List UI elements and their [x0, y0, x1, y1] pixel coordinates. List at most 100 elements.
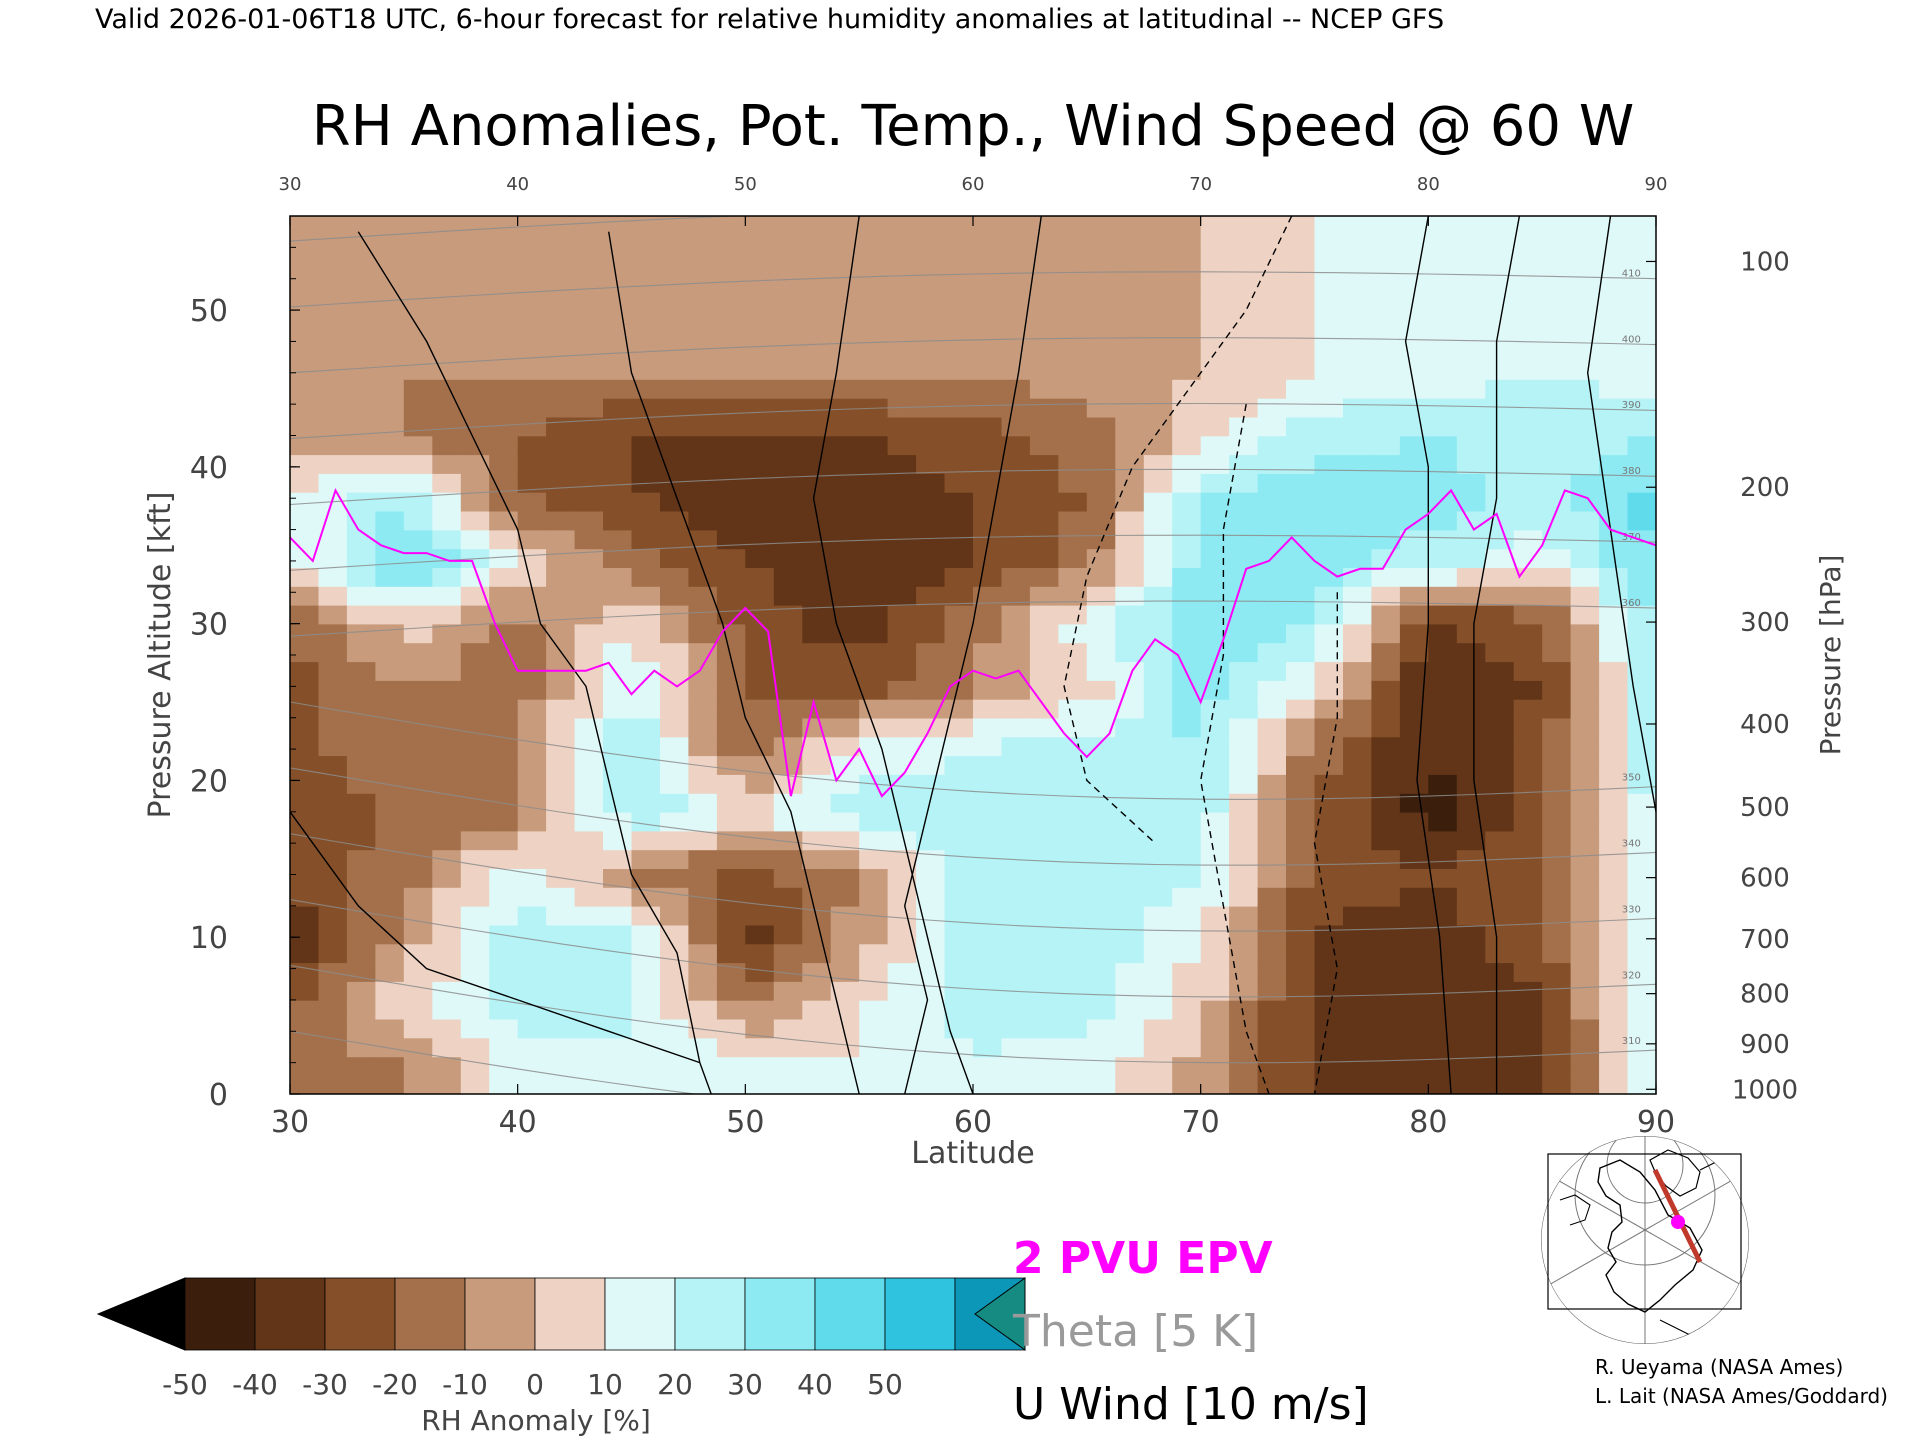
heatmap-cell [1172, 266, 1202, 286]
heatmap-cell [346, 1056, 377, 1076]
heatmap-cell [1143, 228, 1174, 249]
heatmap-cell [517, 717, 547, 738]
heatmap-cell [432, 454, 462, 474]
heatmap-cell [1371, 510, 1401, 531]
heatmap-cell [1086, 943, 1117, 964]
heatmap-cell [574, 247, 604, 267]
heatmap-cell [830, 811, 860, 832]
heatmap-cell [1058, 266, 1088, 286]
heatmap-cell [1314, 586, 1344, 606]
heatmap-cell [1029, 962, 1060, 982]
heatmap-cell [1542, 510, 1572, 531]
heatmap-cell [1200, 999, 1230, 1020]
heatmap-cell [887, 962, 917, 982]
heatmap-cell [660, 416, 690, 437]
heatmap-cell [403, 216, 434, 230]
heatmap-cell [517, 793, 547, 813]
heatmap-cell [546, 698, 576, 719]
heatmap-cell [887, 303, 917, 324]
heatmap-cell [773, 397, 804, 418]
heatmap-cell [1029, 868, 1060, 888]
heatmap-cell [489, 811, 519, 832]
heatmap-cell [859, 360, 889, 380]
heatmap-cell [802, 604, 832, 625]
heatmap-cell [1399, 887, 1430, 907]
heatmap-cell [1570, 680, 1600, 700]
heatmap-cell [1029, 510, 1060, 531]
heatmap-cell [1172, 1056, 1202, 1076]
heatmap-cell [773, 360, 804, 380]
heatmap-cell [603, 830, 633, 851]
heatmap-cell [574, 473, 604, 493]
heatmap-cell [1001, 1056, 1031, 1076]
heatmap-cell [773, 623, 804, 644]
heatmap-cell [1029, 981, 1060, 1001]
heatmap-cell [716, 216, 747, 230]
heatmap-cell [830, 1056, 860, 1076]
heatmap-cell [631, 774, 661, 794]
heatmap-cell [1115, 228, 1145, 249]
heatmap-cell [1286, 849, 1316, 869]
heatmap-cell [1570, 529, 1600, 550]
heatmap-cell [1058, 943, 1088, 964]
heatmap-cell [1229, 943, 1259, 964]
heatmap-cell [403, 774, 434, 794]
heatmap-cell [375, 642, 405, 663]
heatmap-cell [1399, 793, 1430, 813]
heatmap-cell [1001, 642, 1031, 663]
heatmap-cell [830, 905, 860, 926]
heatmap-cell [830, 849, 860, 869]
heatmap-cell [1399, 830, 1430, 851]
heatmap-cell [1314, 981, 1344, 1001]
theta-contour [290, 833, 1656, 932]
heatmap-cell [1627, 491, 1656, 512]
heatmap-cell [1570, 435, 1600, 456]
y-tick-label: 30 [190, 608, 228, 643]
heatmap-cell [1143, 887, 1174, 907]
heatmap-cell [1058, 717, 1088, 738]
heatmap-cell [1542, 454, 1572, 474]
heatmap-cell [1570, 379, 1600, 399]
heatmap-cell [1485, 1075, 1515, 1094]
heatmap-cell [375, 379, 405, 399]
heatmap-cell [1172, 981, 1202, 1001]
heatmap-cell [745, 473, 775, 493]
heatmap-cell [944, 216, 974, 230]
heatmap-cell [916, 680, 946, 700]
heatmap-cell [1001, 303, 1031, 324]
heatmap-cell [1513, 623, 1543, 644]
heatmap-cell [1627, 379, 1656, 399]
heatmap-cell [1172, 510, 1202, 531]
heatmap-cell [944, 285, 974, 305]
heatmap-cell [517, 943, 547, 964]
heatmap-cell [432, 680, 462, 700]
heatmap-cell [660, 1075, 690, 1094]
heatmap-cell [1058, 473, 1088, 493]
heatmap-cell [1542, 830, 1572, 851]
heatmap-cell [859, 642, 889, 663]
heatmap-cell [660, 360, 690, 380]
heatmap-cell [1599, 322, 1629, 343]
heatmap-cell [1314, 698, 1344, 719]
heatmap-cell [1001, 216, 1031, 230]
heatmap-cell [1314, 887, 1344, 907]
heatmap-cell [1029, 341, 1060, 361]
heatmap-cell [716, 416, 747, 437]
heatmap-cell [1542, 341, 1572, 361]
heatmap-cell [403, 473, 434, 493]
heatmap-cell [830, 755, 860, 775]
heatmap-cell [1399, 962, 1430, 982]
heatmap-cell [944, 322, 974, 343]
heatmap-cell [432, 529, 462, 550]
heatmap-cell [916, 830, 946, 851]
heatmap-cell [1086, 1018, 1117, 1039]
heatmap-cell [1314, 266, 1344, 286]
theta-contour [290, 701, 1656, 800]
heatmap-cell [1371, 905, 1401, 926]
heatmap-cell [1229, 774, 1259, 794]
heatmap-cell [1428, 567, 1458, 587]
heatmap-cell [1314, 736, 1344, 757]
heatmap-cell [603, 811, 633, 832]
heatmap-cell [460, 247, 491, 267]
heatmap-cell [1029, 849, 1060, 869]
